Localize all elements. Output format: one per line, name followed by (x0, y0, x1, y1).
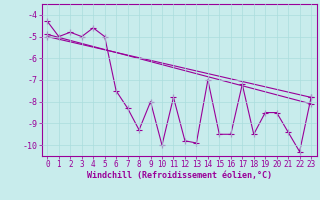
X-axis label: Windchill (Refroidissement éolien,°C): Windchill (Refroidissement éolien,°C) (87, 171, 272, 180)
